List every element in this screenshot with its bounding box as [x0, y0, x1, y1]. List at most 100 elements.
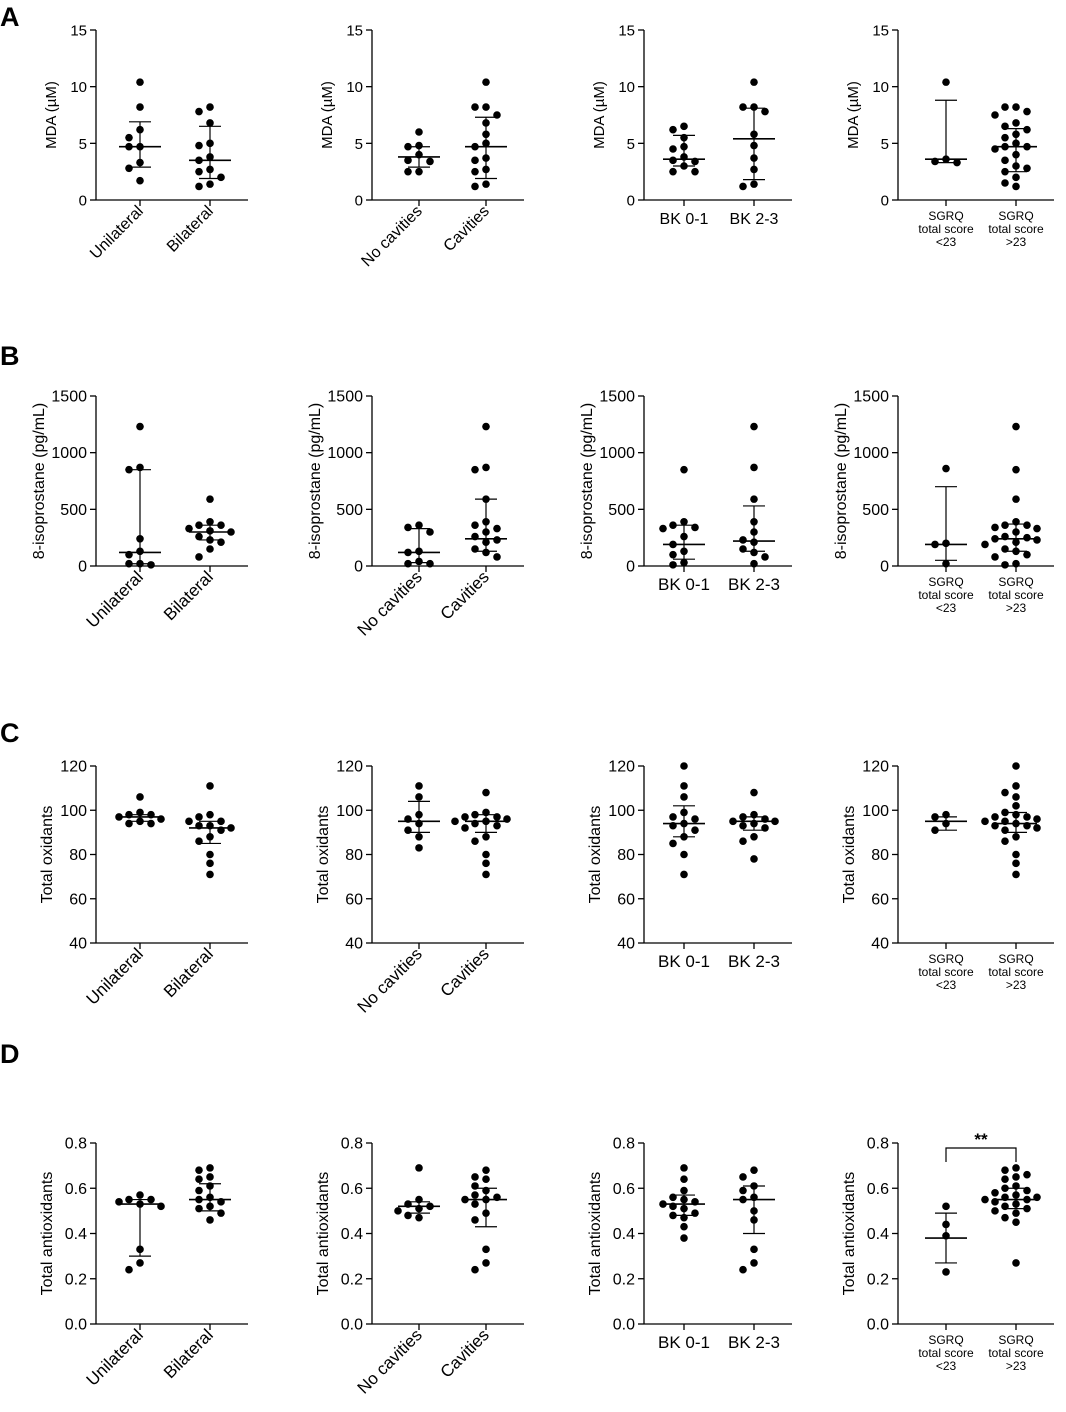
panel-b-4-series-2-point: [1001, 532, 1009, 541]
panel-a-3-series-2-point: [750, 165, 758, 174]
panel-label-b: B: [0, 341, 20, 371]
panel-a-2-series-1-point: [415, 141, 423, 150]
panel-b-3-series-2-point: [739, 545, 747, 553]
panel-a-3-series-2-point: [750, 180, 758, 188]
panel-d-4-series-2-point: [1033, 1193, 1041, 1202]
panel-d-1-y-axis-label: Total antioxidants: [39, 1172, 56, 1296]
panel-b-1-xtick-label: Unilateral: [83, 567, 147, 631]
panel-b-1-series-2-point: [195, 521, 203, 529]
panel-a-3-series-1-point: [669, 156, 677, 165]
panel-c-2-ytick-label: 80: [345, 847, 363, 864]
panel-a-3-xtick-label: BK 2-3: [730, 211, 779, 228]
panel-b-4-ytick-label: 1500: [853, 389, 889, 406]
panel-c-3-series-2-point: [750, 810, 758, 819]
panel-c-1-xtick-label: Bilateral: [160, 944, 217, 1001]
panel-a-4-series-2-point: [1012, 150, 1020, 159]
panel-a-4-series-2-point: [1012, 173, 1020, 182]
panel-c-4-ytick-label: 40: [871, 936, 889, 953]
panel-d-4-series-1-point: [942, 1231, 950, 1240]
panel-a-4-series-2-point: [1023, 164, 1031, 173]
panel-d-1-series-2-point: [206, 1193, 214, 1202]
panel-a-1-series-1-point: [136, 158, 144, 167]
panel-c-1-series-1-point: [136, 793, 144, 801]
panel-c-4-series-2-point: [1001, 788, 1009, 797]
panel-d-4-ytick-label: 0.6: [867, 1181, 889, 1198]
panel-a-2-xtick-label: No cavities: [358, 203, 425, 270]
panel-d-3-series-1-point: [680, 1186, 688, 1195]
panel-c-2-series-2-point: [493, 813, 501, 821]
panel-b-4-series-1-point: [942, 539, 950, 548]
panel-c-1-chart: 40 60 80 100 120 Total oxidants Unilateral Bila…: [39, 759, 248, 1009]
panel-a-2-series-2-point: [471, 103, 479, 111]
panel-c-4-series-2-point: [981, 817, 989, 826]
panel-d-4-xtick-label-line: SGRQ: [928, 1333, 963, 1347]
panel-d-2-series-2-point: [471, 1191, 479, 1199]
panel-b-4-series-2-point: [1033, 536, 1041, 544]
panel-d-1-ytick-label: 0.2: [65, 1271, 87, 1288]
panel-c-4-xtick-label-line: <23: [936, 978, 957, 992]
panel-b-4-series-2-point: [1012, 528, 1020, 536]
panel-c-2-series-1-point: [415, 793, 423, 801]
panel-c-3-series-1-point: [680, 870, 688, 879]
panel-b-2-series-2-point: [493, 524, 501, 533]
panel-d-3-series-2-point: [739, 1186, 747, 1195]
panel-c-3-y-axis-label: Total oxidants: [587, 806, 604, 904]
panel-b-1-series-2-point: [206, 545, 214, 553]
panel-b-4-ytick-label: 1000: [853, 445, 889, 462]
panel-a-1-ytick-label: 0: [79, 193, 87, 210]
panel-c-3-series-2-point: [750, 819, 758, 828]
panel-b-3-series-1-point: [669, 550, 677, 559]
panel-d-4-xtick-label-line: total score: [918, 1346, 974, 1360]
panel-a-2-series-1-point: [404, 142, 412, 151]
panel-b-2-series-1-point: [415, 521, 423, 529]
panel-b-3-ytick-label: 1000: [599, 445, 635, 462]
panel-d-2-series-2-point: [482, 1245, 490, 1254]
panel-d-3-series-1-point: [691, 1209, 699, 1217]
panel-c-1-series-2-point: [206, 821, 214, 830]
panel-d-4-series-2-point: [1012, 1200, 1020, 1208]
panel-d-2-series-2-point: [482, 1209, 490, 1217]
panel-c-2-series-1-point: [404, 826, 412, 834]
panel-b-4-series-1-point: [931, 540, 939, 549]
panel-d-4-significance-label: **: [974, 1130, 988, 1149]
panel-c-3-ytick-label: 60: [617, 891, 635, 908]
panel-d-2-chart: 0.0 0.2 0.4 0.6 0.8 Total antioxidants No cavi…: [315, 1136, 524, 1398]
panel-a-2-series-2-point: [471, 167, 479, 176]
panel-d-1-chart: 0.0 0.2 0.4 0.6 0.8 Total antioxidants Unilate…: [39, 1136, 248, 1390]
panel-b-3-series-1-point: [680, 547, 688, 556]
panel-a-3-series-2-point: [739, 182, 747, 191]
panel-d-3-series-1-point: [680, 1175, 688, 1183]
panel-c-2-series-2-point: [482, 817, 490, 826]
panel-a-1-series-2-point: [206, 165, 214, 174]
panel-a-1-series-1-point: [125, 142, 133, 151]
panel-b-2-series-2-point: [471, 465, 479, 474]
panel-d-4-xtick-label: SGRQ total score <23: [918, 1333, 974, 1373]
panel-b-1-series-2-point: [185, 524, 193, 533]
panel-a-2-xtick-label: Cavities: [441, 203, 493, 255]
panel-a-4-ytick-label: 5: [881, 136, 889, 153]
panel-c-3-series-2-point: [750, 855, 758, 863]
panel-d-4-series-1-point: [942, 1268, 950, 1276]
panel-d-3-xtick-label: BK 0-1: [658, 1333, 710, 1352]
panel-d-2-series-1-point: [415, 1164, 423, 1172]
panel-a-2-series-2-point: [482, 119, 490, 127]
panel-c-3-series-2-point: [739, 821, 747, 830]
panel-a-3-series-1-point: [680, 153, 688, 161]
panel-d-1-xtick-label: Bilateral: [160, 1325, 217, 1382]
panel-b-2-y-axis-label: 8-isoprostane (pg/mL): [307, 403, 324, 560]
panel-c-1-y-axis-label: Total oxidants: [39, 806, 56, 904]
panel-c-2-xtick-label: Cavities: [437, 944, 493, 1000]
panel-c-3-series-1-point: [680, 850, 688, 859]
panel-a-1-series-2-point: [206, 153, 214, 161]
panel-d-3-series-2-point: [739, 1265, 747, 1274]
panel-b-1-series-1-point: [136, 422, 144, 431]
panel-d-2-series-2-point: [471, 1173, 479, 1181]
panel-d-4-series-2-point: [981, 1195, 989, 1204]
panel-d-2-series-1-point: [394, 1207, 402, 1215]
panel-d-1-series-2-point: [206, 1182, 214, 1190]
panel-c-3-series-1-point: [680, 762, 688, 770]
panel-a-4-series-2-point: [1001, 179, 1009, 187]
panel-d-1-series-2-point: [206, 1173, 214, 1181]
panel-a-4-series-2-point: [1001, 122, 1009, 131]
